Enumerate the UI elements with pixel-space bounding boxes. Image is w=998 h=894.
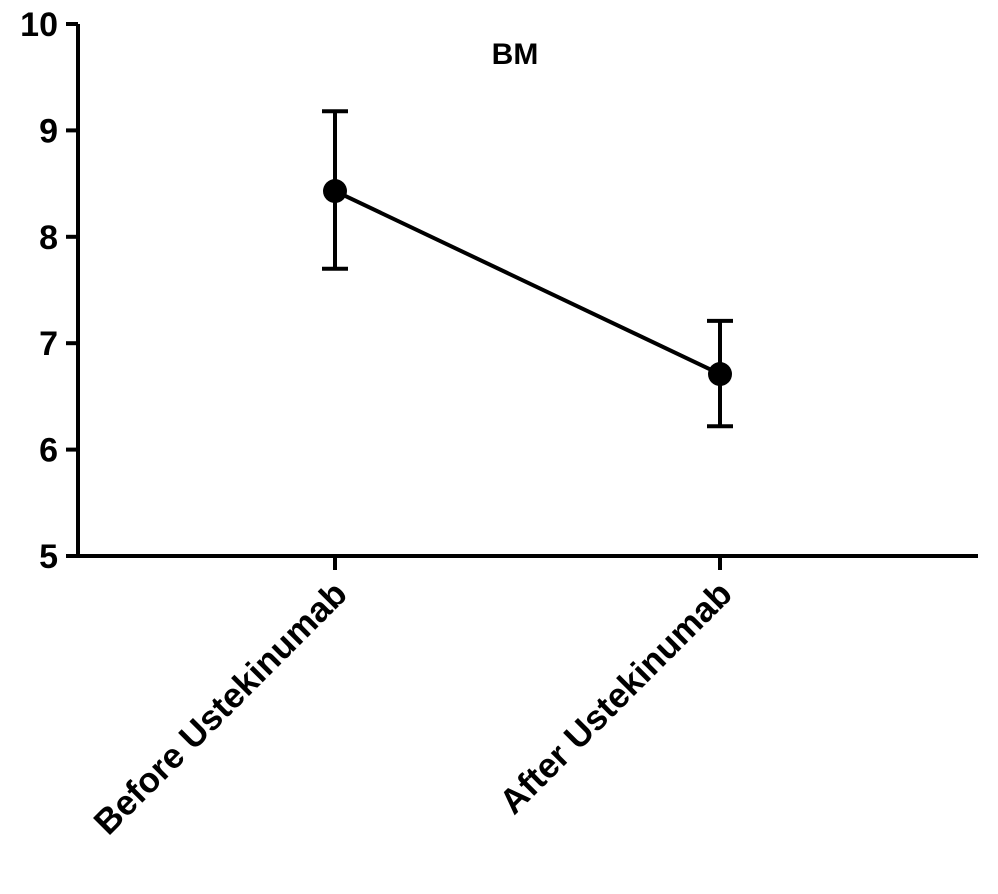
chart-title: BM [492,38,539,71]
series-layer [322,109,733,429]
y-tick-label: 5 [39,538,58,576]
data-point [323,179,347,204]
y-ticks: 5 6 7 8 9 10 [20,6,78,576]
x-ticks: Before Ustekinumab After Ustekinumab [86,556,740,842]
x-category-label: After Ustekinumab [492,574,740,822]
y-tick-label: 6 [39,432,58,470]
y-tick-label: 8 [39,219,58,257]
y-tick-label: 7 [39,325,58,363]
x-category-label: Before Ustekinumab [86,574,354,842]
y-tick-label: 10 [20,6,58,44]
series-line [334,189,721,376]
y-tick-label: 9 [39,112,58,150]
data-point [708,362,732,387]
